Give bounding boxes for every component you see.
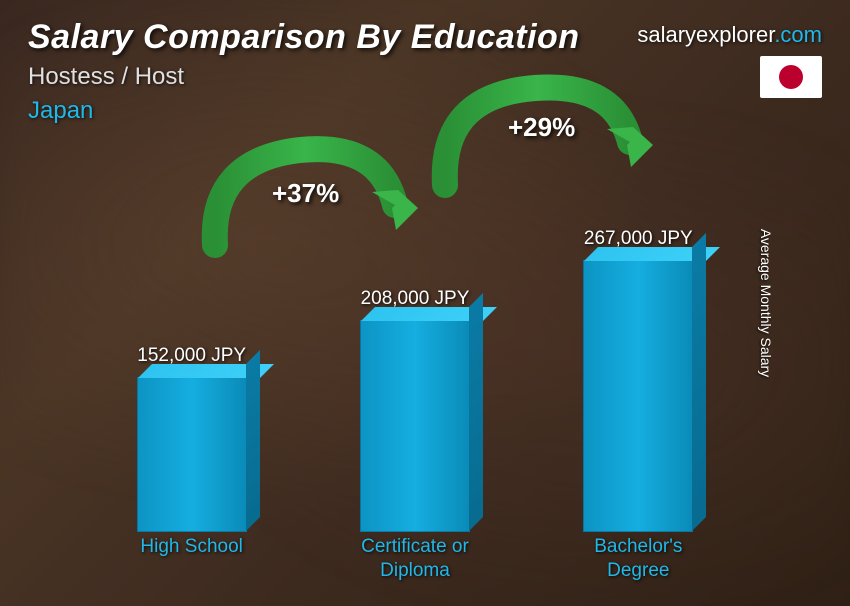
- increase-arrow-1: +37%: [200, 130, 430, 260]
- category-labels-row: High School Certificate orDiploma Bachel…: [80, 525, 750, 584]
- bar-group-2: 267,000 JPY: [538, 228, 738, 532]
- y-axis-label: Average Monthly Salary: [758, 229, 774, 377]
- increase-pct-1: +37%: [272, 178, 339, 209]
- chart-container: Salary Comparison By Education Hostess /…: [0, 0, 850, 606]
- chart-title: Salary Comparison By Education: [28, 18, 580, 57]
- flag-circle: [779, 65, 803, 89]
- brand-suffix: .com: [774, 22, 822, 47]
- category-label-0: High School: [92, 535, 292, 584]
- brand-logo: salaryexplorer.com: [637, 22, 822, 48]
- bar-1: [360, 320, 470, 532]
- category-label-2: Bachelor'sDegree: [538, 535, 738, 584]
- chart-subtitle: Hostess / Host: [28, 63, 580, 91]
- bar-0: [137, 377, 247, 532]
- chart-country: Japan: [28, 97, 580, 125]
- bar-group-0: 152,000 JPY: [92, 345, 292, 532]
- header: Salary Comparison By Education Hostess /…: [28, 18, 580, 125]
- brand-name: salaryexplorer: [637, 22, 774, 47]
- bar-group-1: 208,000 JPY: [315, 288, 515, 532]
- japan-flag-icon: [760, 56, 822, 98]
- bar-2: [583, 260, 693, 532]
- category-label-1: Certificate orDiploma: [315, 535, 515, 584]
